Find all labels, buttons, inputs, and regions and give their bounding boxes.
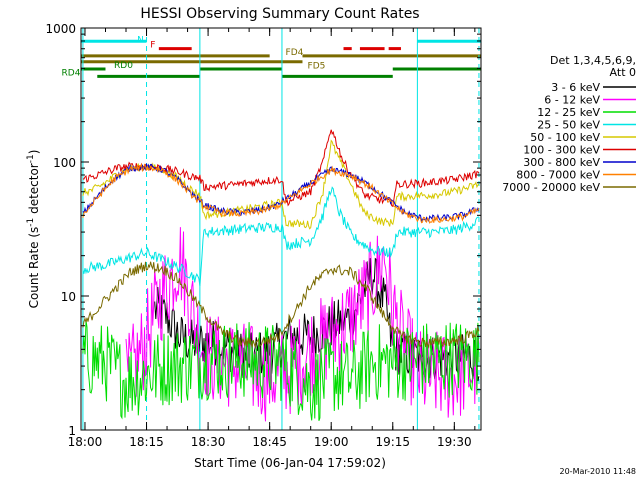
legend-header-attenuator: Att 0	[610, 66, 636, 79]
y-axis-title-sup1: -1	[26, 218, 36, 227]
legend-label-1: 6 - 12 keV	[544, 94, 600, 107]
legend-label-0: 3 - 6 keV	[551, 81, 600, 94]
legend-label-2: 12 - 25 keV	[537, 106, 600, 119]
legend-label-5: 100 - 300 keV	[523, 144, 600, 157]
footer-date: 20-Mar-2010 11:48	[560, 467, 637, 476]
flag-label-n: N	[137, 35, 144, 45]
flag-label-rd4: RD4	[62, 68, 81, 78]
x-tick-label-0: 18:00	[68, 435, 103, 449]
y-tick-label-1: 10	[61, 290, 76, 304]
y-tick-label-2: 100	[53, 156, 76, 170]
y-axis-title-part3: )	[27, 150, 41, 155]
series-line-8	[82, 261, 480, 349]
series-line-3	[82, 186, 479, 287]
legend-label-3: 25 - 50 keV	[537, 119, 600, 132]
series-lines	[82, 129, 480, 422]
flag-bars: NF FD4 FD5 RD0 RD4	[62, 35, 481, 78]
legend-label-7: 800 - 7000 keV	[516, 169, 600, 182]
x-tick-label-5: 19:15	[375, 435, 410, 449]
y-axis-title-sup2: -1	[26, 154, 36, 163]
flag-label-fd4: FD4	[286, 48, 304, 58]
legend-header-detectors: Det 1,3,4,5,6,9,	[550, 54, 636, 67]
flag-label-f: F	[150, 41, 155, 51]
chart-title: HESSI Observing Summary Count Rates	[140, 6, 419, 22]
series-line-1	[125, 227, 480, 422]
x-tick-label-4: 19:00	[314, 435, 349, 449]
y-tick-label-3: 1000	[45, 22, 76, 36]
legend-label-8: 7000 - 20000 keV	[502, 181, 600, 194]
series-line-2	[82, 320, 480, 421]
x-tick-label-1: 18:15	[129, 435, 164, 449]
y-tick-label-0: 1	[68, 424, 76, 438]
series-line-7	[82, 163, 480, 224]
legend-label-4: 50 - 100 keV	[530, 131, 600, 144]
x-tick-label-6: 19:30	[437, 435, 472, 449]
x-tick-label-3: 18:45	[252, 435, 287, 449]
x-axis-title: Start Time (06-Jan-04 17:59:02)	[194, 456, 386, 470]
flag-label-fd5: FD5	[308, 62, 326, 72]
y-axis-title: Count Rate (s-1 detector-1)	[26, 150, 41, 309]
axes: 18:00 18:15 18:30 18:45 19:00 19:15 19:30 1 10 10…	[45, 22, 481, 449]
plot-frame	[80, 27, 482, 431]
y-axis-title-part1: Count Rate (s	[27, 227, 41, 309]
legend-label-6: 300 - 800 keV	[523, 156, 600, 169]
x-tick-label-2: 18:30	[191, 435, 226, 449]
y-axis-title-part2: detector	[27, 163, 41, 218]
flag-label-rd0: RD0	[114, 61, 133, 71]
